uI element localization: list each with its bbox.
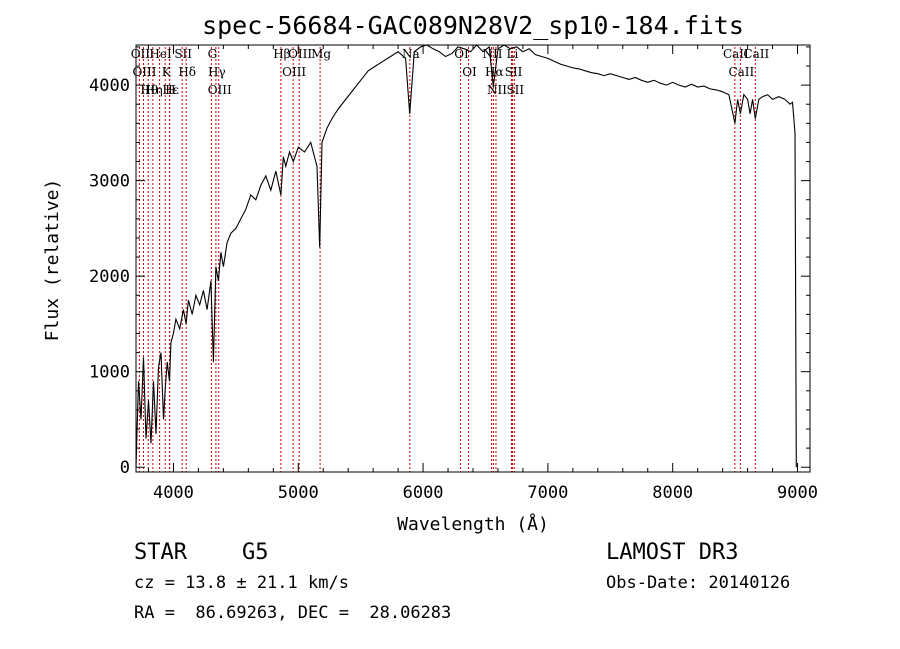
- x-tick-label: 5000: [278, 483, 319, 503]
- line-marker-label: SII: [505, 65, 523, 79]
- x-tick-label: 6000: [403, 483, 444, 503]
- line-marker-label: OIII: [288, 47, 312, 61]
- x-tick-label: 8000: [652, 483, 693, 503]
- line-marker-label: SII: [174, 47, 192, 61]
- spectrum-line: [135, 44, 797, 468]
- class-label: STAR: [134, 540, 187, 565]
- line-marker-label: Hε: [162, 83, 179, 97]
- y-tick-label: 0: [120, 458, 130, 478]
- plot-frame: [135, 44, 811, 473]
- line-marker-label: Hθ: [140, 83, 158, 97]
- line-marker-label: HeI: [149, 47, 172, 61]
- marker-lines: [138, 47, 756, 472]
- line-marker-label: H: [165, 83, 175, 97]
- x-tick-label: 4000: [153, 483, 194, 503]
- line-marker-label: OIII: [208, 83, 232, 97]
- redshift-line: cz = 13.8 ± 21.1 km/s: [134, 573, 349, 593]
- line-marker-label: CaII: [723, 47, 749, 61]
- line-marker-label: Li: [507, 47, 519, 61]
- line-marker-label: Hβ: [273, 47, 290, 61]
- coordinates: RA = 86.69263, DEC = 28.06283: [134, 603, 452, 623]
- line-marker-label: Hη: [145, 83, 163, 97]
- y-axis-label: Flux (relative): [42, 179, 63, 342]
- line-marker-label: NII: [487, 83, 507, 97]
- line-marker-label: CaII: [743, 47, 769, 61]
- line-marker-label: Hδ: [178, 65, 196, 79]
- obs-date: Obs-Date: 20140126: [606, 573, 791, 593]
- y-tick-label: 3000: [89, 172, 130, 192]
- line-marker-label: CaII: [728, 65, 754, 79]
- subclass-label: G5: [242, 540, 269, 565]
- line-marker-label: OII: [131, 47, 151, 61]
- y-axis: 0 1000 2000 3000 4000: [89, 46, 810, 478]
- x-axis: 4000 5000 6000 7000 8000 9000: [147, 45, 818, 503]
- line-marker-label: Hγ: [208, 65, 226, 79]
- chart-title: spec-56684-GAC089N28V2_sp10-184.fits: [202, 11, 744, 40]
- x-axis-label: Wavelength (Å): [397, 513, 549, 535]
- y-tick-label: 2000: [89, 267, 130, 287]
- line-marker-label: OIII: [282, 65, 306, 79]
- x-tick-label: 9000: [777, 483, 818, 503]
- line-marker-label: SII: [506, 83, 524, 97]
- line-marker-label: Mg: [311, 47, 331, 61]
- line-marker-label: Hα: [485, 65, 504, 79]
- line-marker-label: G: [208, 47, 218, 61]
- y-tick-label: 1000: [89, 363, 130, 383]
- survey-label: LAMOST DR3: [606, 540, 739, 565]
- line-marker-label: K: [162, 65, 172, 79]
- x-tick-label: 7000: [527, 483, 568, 503]
- line-marker-label: OI: [454, 47, 469, 61]
- y-tick-label: 4000: [89, 76, 130, 96]
- line-marker-label: OIII: [132, 65, 156, 79]
- line-marker-label: OI: [462, 65, 477, 79]
